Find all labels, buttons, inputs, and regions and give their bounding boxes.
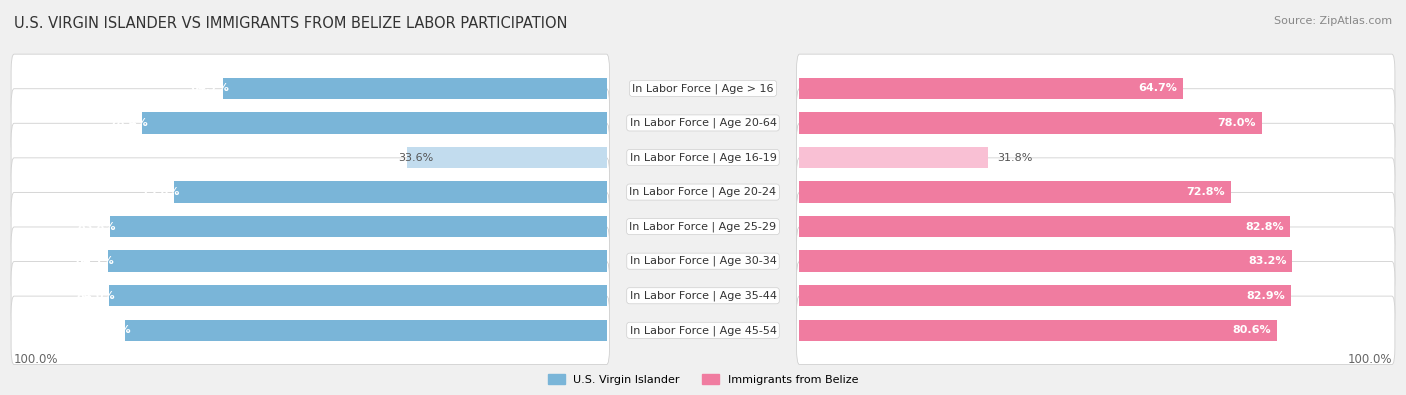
FancyBboxPatch shape <box>796 158 1395 226</box>
Bar <box>108 250 606 272</box>
Text: 72.8%: 72.8% <box>1187 187 1225 197</box>
Text: 78.4%: 78.4% <box>110 118 148 128</box>
Text: 82.9%: 82.9% <box>1246 291 1285 301</box>
Text: Source: ZipAtlas.com: Source: ZipAtlas.com <box>1274 16 1392 26</box>
FancyBboxPatch shape <box>796 227 1395 295</box>
Text: 64.7%: 64.7% <box>190 83 229 93</box>
FancyBboxPatch shape <box>11 296 610 365</box>
Text: 73.0%: 73.0% <box>142 187 180 197</box>
Text: 81.2%: 81.2% <box>93 325 131 335</box>
Text: 31.8%: 31.8% <box>997 152 1032 162</box>
Bar <box>125 320 606 341</box>
Text: 100.0%: 100.0% <box>14 353 59 366</box>
Text: U.S. VIRGIN ISLANDER VS IMMIGRANTS FROM BELIZE LABOR PARTICIPATION: U.S. VIRGIN ISLANDER VS IMMIGRANTS FROM … <box>14 16 568 31</box>
Bar <box>800 78 1182 99</box>
Bar <box>224 78 606 99</box>
Bar <box>800 181 1230 203</box>
Text: In Labor Force | Age 16-19: In Labor Force | Age 16-19 <box>630 152 776 163</box>
Text: In Labor Force | Age > 16: In Labor Force | Age > 16 <box>633 83 773 94</box>
Legend: U.S. Virgin Islander, Immigrants from Belize: U.S. Virgin Islander, Immigrants from Be… <box>543 370 863 389</box>
FancyBboxPatch shape <box>11 123 610 192</box>
FancyBboxPatch shape <box>11 54 610 122</box>
Text: 100.0%: 100.0% <box>1347 353 1392 366</box>
Text: 83.8%: 83.8% <box>77 222 115 231</box>
Text: In Labor Force | Age 45-54: In Labor Force | Age 45-54 <box>630 325 776 336</box>
Bar <box>800 285 1291 307</box>
Bar <box>408 147 606 168</box>
FancyBboxPatch shape <box>796 192 1395 261</box>
FancyBboxPatch shape <box>11 227 610 295</box>
Text: 84.0%: 84.0% <box>76 291 115 301</box>
FancyBboxPatch shape <box>11 89 610 157</box>
Bar <box>142 112 606 134</box>
FancyBboxPatch shape <box>11 192 610 261</box>
Text: 78.0%: 78.0% <box>1218 118 1256 128</box>
FancyBboxPatch shape <box>11 158 610 226</box>
Text: In Labor Force | Age 20-64: In Labor Force | Age 20-64 <box>630 118 776 128</box>
Text: In Labor Force | Age 35-44: In Labor Force | Age 35-44 <box>630 290 776 301</box>
FancyBboxPatch shape <box>11 261 610 330</box>
Text: 84.1%: 84.1% <box>76 256 114 266</box>
Bar <box>800 112 1261 134</box>
Text: 33.6%: 33.6% <box>398 152 434 162</box>
Bar <box>174 181 606 203</box>
Bar <box>110 216 606 237</box>
FancyBboxPatch shape <box>796 261 1395 330</box>
FancyBboxPatch shape <box>796 54 1395 122</box>
FancyBboxPatch shape <box>796 123 1395 192</box>
Text: 83.2%: 83.2% <box>1249 256 1286 266</box>
Text: In Labor Force | Age 20-24: In Labor Force | Age 20-24 <box>630 187 776 198</box>
Bar <box>800 250 1292 272</box>
FancyBboxPatch shape <box>796 89 1395 157</box>
Bar <box>800 216 1291 237</box>
Text: In Labor Force | Age 30-34: In Labor Force | Age 30-34 <box>630 256 776 267</box>
Text: 80.6%: 80.6% <box>1233 325 1271 335</box>
Bar <box>800 320 1277 341</box>
Bar <box>800 147 988 168</box>
Text: 64.7%: 64.7% <box>1137 83 1177 93</box>
Text: 82.8%: 82.8% <box>1246 222 1284 231</box>
Text: In Labor Force | Age 25-29: In Labor Force | Age 25-29 <box>630 221 776 232</box>
Bar <box>108 285 606 307</box>
FancyBboxPatch shape <box>796 296 1395 365</box>
